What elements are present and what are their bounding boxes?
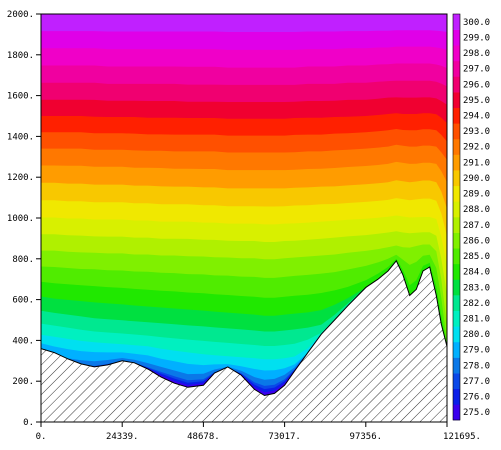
colorbar-swatch: [453, 263, 460, 280]
colorbar-label: 298.0: [463, 49, 490, 59]
colorbar: 275.0 276.0 277.0 278.0 279.0 280.0 281.0 282.0…: [452, 13, 490, 421]
colorbar-swatch: [453, 248, 460, 265]
colorbar-swatch: [453, 201, 460, 218]
y-tick-label: 1600.: [7, 92, 34, 102]
y-tick-label: 0.: [23, 418, 34, 428]
colorbar-swatch: [453, 232, 460, 249]
x-tick-label: 24339.: [106, 432, 139, 442]
colorbar-swatch: [453, 138, 460, 155]
colorbar-label: 299.0: [463, 33, 490, 43]
x-tick-label: 97356.: [350, 432, 383, 442]
colorbar-swatch: [453, 123, 460, 140]
colorbar-swatch: [453, 310, 460, 327]
colorbar-label: 296.0: [463, 80, 490, 90]
colorbar-swatch: [453, 357, 460, 374]
contour-fill: [41, 14, 447, 422]
x-tick-label: 0.: [36, 432, 47, 442]
colorbar-label: 285.0: [463, 252, 490, 262]
colorbar-swatch: [453, 14, 460, 30]
colorbar-label: 275.0: [463, 408, 490, 418]
colorbar-label: 278.0: [463, 361, 490, 371]
plot-area: [41, 14, 447, 422]
colorbar-label: 294.0: [463, 112, 490, 122]
x-tick-label: 73017.: [268, 432, 301, 442]
colorbar-label: 297.0: [463, 65, 490, 75]
colorbar-label: 283.0: [463, 283, 490, 293]
colorbar-label: 293.0: [463, 127, 490, 137]
x-tick-label: 121695.: [443, 432, 481, 442]
colorbar-swatch: [453, 404, 460, 421]
colorbar-label: 292.0: [463, 143, 490, 153]
colorbar-label: 277.0: [463, 377, 490, 387]
colorbar-swatch: [453, 279, 460, 296]
colorbar-label: 288.0: [463, 205, 490, 215]
colorbar-swatch: [453, 217, 460, 233]
colorbar-swatch: [453, 45, 460, 62]
y-tick-label: 2000.: [7, 10, 34, 20]
colorbar-label: 290.0: [463, 174, 490, 184]
y-tick-label: 200.: [12, 377, 34, 387]
y-tick-label: 1400.: [7, 132, 34, 142]
colorbar-label: 279.0: [463, 346, 490, 356]
y-tick-label: 1800.: [7, 51, 34, 61]
colorbar-swatch: [453, 92, 460, 108]
colorbar-swatch: [453, 373, 460, 390]
colorbar-label: 280.0: [463, 330, 490, 340]
y-tick-label: 600.: [12, 296, 34, 306]
terrain: [41, 259, 447, 422]
y-tick-label: 400.: [12, 336, 34, 346]
colorbar-swatch: [453, 388, 460, 405]
colorbar-swatch: [453, 326, 460, 343]
colorbar-label: 287.0: [463, 221, 490, 231]
x-tick-label: 48678.: [187, 432, 220, 442]
colorbar-swatch: [453, 60, 460, 77]
y-tick-label: 1200.: [7, 173, 34, 183]
colorbar-swatch: [453, 185, 460, 202]
colorbar-label: 284.0: [463, 268, 490, 278]
colorbar-swatch: [453, 295, 460, 311]
colorbar-swatch: [453, 29, 460, 46]
colorbar-label: 282.0: [463, 299, 490, 309]
colorbar-label: 295.0: [463, 96, 490, 106]
y-tick-label: 800.: [12, 255, 34, 265]
colorbar-label: 276.0: [463, 393, 490, 403]
colorbar-swatch: [453, 107, 460, 124]
colorbar-swatch: [453, 341, 460, 358]
colorbar-swatch: [453, 154, 460, 171]
colorbar-label: 300.0: [463, 18, 490, 28]
colorbar-label: 289.0: [463, 190, 490, 200]
colorbar-label: 291.0: [463, 158, 490, 168]
colorbar-swatch: [453, 76, 460, 93]
colorbar-frame: [452, 13, 461, 421]
y-tick-label: 1000.: [7, 214, 34, 224]
colorbar-label: 281.0: [463, 315, 490, 325]
colorbar-swatch: [453, 170, 460, 187]
colorbar-label: 286.0: [463, 236, 490, 246]
axes: 0. 24339. 48678. 73017. 97356. 121695. 0. 200. 4…: [7, 10, 481, 442]
